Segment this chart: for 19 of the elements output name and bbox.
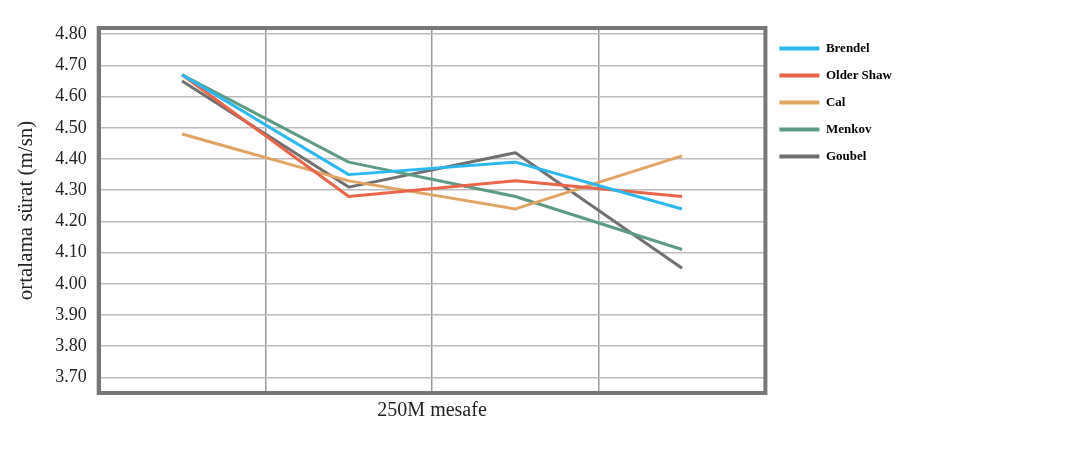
- legend-label: Goubel: [825, 147, 867, 163]
- y-tick-label: 3.70: [55, 366, 87, 387]
- y-tick-label: 4.00: [55, 272, 87, 293]
- y-tick-label: 4.30: [55, 178, 87, 199]
- x-axis-title: 250M mesafe: [377, 398, 487, 421]
- y-tick-label: 4.60: [55, 85, 87, 106]
- legend-label: Cal: [825, 93, 846, 109]
- y-tick-label: 4.80: [55, 22, 87, 43]
- legend-label: Brendel: [825, 39, 871, 55]
- y-tick-label: 4.50: [55, 116, 87, 137]
- y-tick-label: 4.70: [55, 54, 87, 75]
- legend-label: Menkov: [825, 120, 872, 136]
- y-tick-label: 4.10: [55, 241, 87, 262]
- y-tick-label: 4.40: [55, 147, 87, 168]
- legend-label: Older Shaw: [825, 66, 893, 82]
- y-axis-title: ortalama sürat (m/sn): [13, 120, 38, 301]
- y-tick-label: 3.90: [55, 303, 87, 324]
- y-tick-label: 4.20: [55, 210, 87, 231]
- y-tick-label: 3.80: [55, 334, 87, 355]
